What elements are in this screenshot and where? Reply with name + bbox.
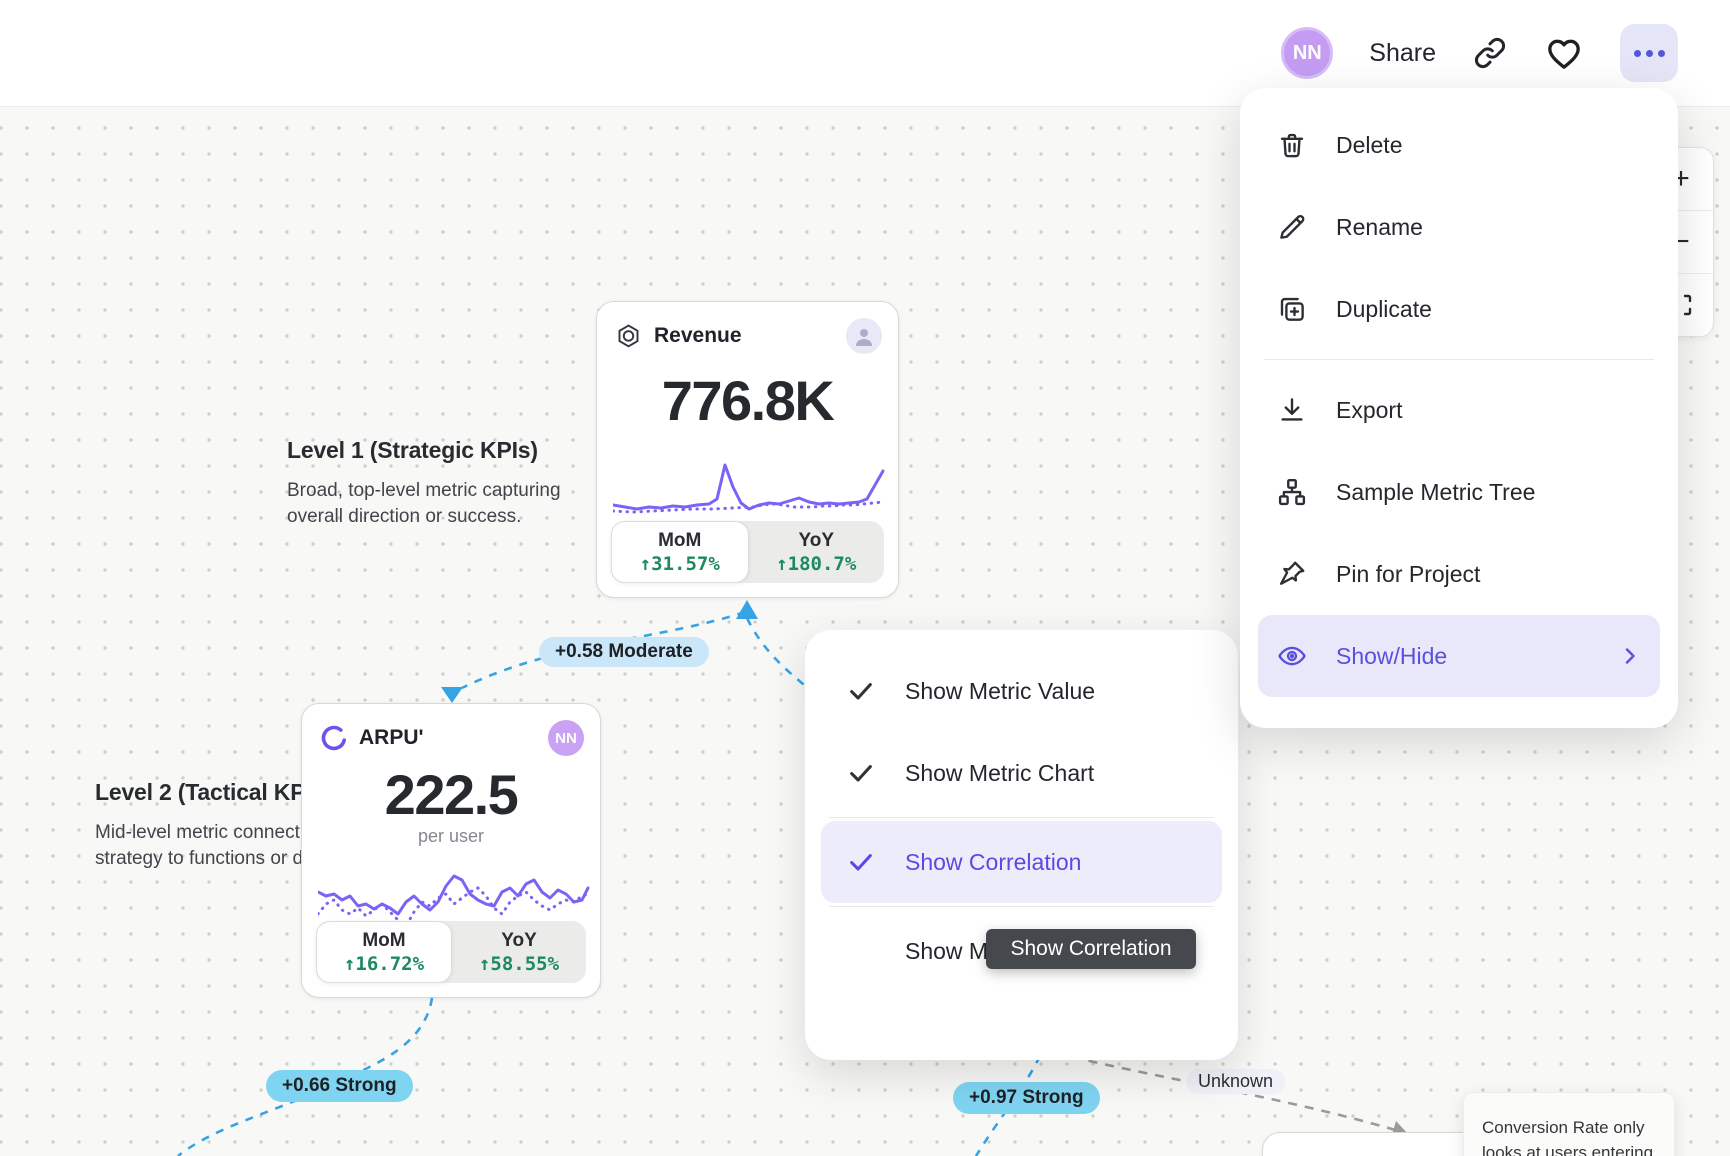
menu-item-label: Export xyxy=(1336,396,1403,423)
check-placeholder xyxy=(847,937,875,965)
level1-title: Level 1 (Strategic KPIs) xyxy=(287,437,538,463)
arpu-sparkline xyxy=(318,874,590,929)
menu-item-sample-metric-tree[interactable]: Sample Metric Tree xyxy=(1258,451,1660,533)
yoy-value: ↑180.7% xyxy=(776,552,857,575)
show-hide-submenu: Show Metric Value Show Metric Chart Show… xyxy=(805,630,1238,1060)
metric-card-arpu[interactable]: ARPU' NN 222.5 per user MoM ↑16.72% YoY … xyxy=(301,703,601,998)
check-icon xyxy=(850,854,872,871)
menu-item-export[interactable]: Export xyxy=(1258,369,1660,451)
revenue-period-toggle: MoM ↑31.57% YoY ↑180.7% xyxy=(611,521,884,583)
level2-title: Level 2 (Tactical KPIs) xyxy=(95,779,332,805)
level1-label: Level 1 (Strategic KPIs) Broad, top-leve… xyxy=(287,437,587,530)
revenue-yoy-toggle[interactable]: YoY ↑180.7% xyxy=(749,521,885,583)
arpu-card-avatar: NN xyxy=(548,720,584,756)
mom-label: MoM xyxy=(658,529,702,551)
arpu-card-title: ARPU' xyxy=(359,726,424,749)
menu-divider xyxy=(1264,359,1654,360)
menu-item-rename[interactable]: Rename xyxy=(1258,186,1660,268)
arpu-mom-toggle[interactable]: MoM ↑16.72% xyxy=(316,921,452,983)
correlation-badge-moderate: +0.58 Moderate xyxy=(539,637,709,667)
share-button[interactable]: Share xyxy=(1369,38,1436,67)
arrowhead-up-revenue xyxy=(736,600,758,619)
person-icon xyxy=(856,329,872,346)
submenu-divider xyxy=(829,817,1214,818)
submenu-item-show-metric-chart[interactable]: Show Metric Chart xyxy=(821,732,1222,814)
menu-item-pin-for-project[interactable]: Pin for Project xyxy=(1258,533,1660,615)
submenu-item-label: Show Metric Chart xyxy=(905,759,1095,786)
revenue-value: 776.8K xyxy=(661,369,835,432)
correlation-badge-strong-2: +0.97 Strong xyxy=(953,1082,1100,1114)
show-correlation-tooltip: Show Correlation xyxy=(986,929,1196,969)
yoy-value: ↑58.55% xyxy=(478,952,560,975)
submenu-item-label: Show Metric Value xyxy=(905,677,1096,704)
menu-item-label: Duplicate xyxy=(1336,295,1432,322)
mom-value: ↑16.72% xyxy=(343,952,425,975)
more-options-button[interactable] xyxy=(1620,24,1678,82)
revenue-sparkline xyxy=(613,463,885,514)
favorite-heart-icon[interactable] xyxy=(1544,33,1584,73)
submenu-item-show-metric-value[interactable]: Show Metric Value xyxy=(821,650,1222,732)
revenue-card-title: Revenue xyxy=(654,324,742,347)
menu-item-duplicate[interactable]: Duplicate xyxy=(1258,268,1660,350)
level1-description: Broad, top-level metric capturing overal… xyxy=(287,480,561,527)
mom-value: ↑31.57% xyxy=(639,552,720,575)
submenu-item-label: Show Correlation xyxy=(905,848,1082,875)
menu-item-label: Rename xyxy=(1336,213,1423,240)
submenu-item-show-correlation[interactable]: Show Correlation xyxy=(821,821,1222,903)
revenue-mom-toggle[interactable]: MoM ↑31.57% xyxy=(611,521,749,583)
pencil-icon xyxy=(1280,214,1305,239)
yoy-label: YoY xyxy=(798,529,835,551)
menu-item-label: Pin for Project xyxy=(1336,560,1481,587)
submenu-divider xyxy=(829,906,1214,907)
top-bar: NN Share xyxy=(0,0,1730,107)
eye-icon xyxy=(1278,646,1306,666)
correlation-badge-unknown: Unknown xyxy=(1186,1069,1286,1094)
copy-link-icon[interactable] xyxy=(1472,35,1508,71)
yoy-label: YoY xyxy=(501,929,537,951)
arpu-card-header: ARPU' NN xyxy=(320,720,584,756)
metric-card-revenue[interactable]: Revenue 776.8K MoM ↑31.57% YoY xyxy=(596,301,899,598)
duplicate-icon xyxy=(1280,297,1304,321)
download-icon xyxy=(1281,398,1303,421)
crescent-metric-icon xyxy=(321,725,346,750)
check-icon xyxy=(850,683,872,700)
arpu-period-toggle: MoM ↑16.72% YoY ↑58.55% xyxy=(316,921,586,983)
chevron-right-icon xyxy=(1625,648,1635,664)
trash-icon xyxy=(1280,133,1304,158)
arpu-value: 222.5 xyxy=(384,763,519,826)
mom-label: MoM xyxy=(362,929,406,951)
correlation-badge-strong-1: +0.66 Strong xyxy=(266,1070,413,1102)
user-avatar[interactable]: NN xyxy=(1281,27,1334,79)
menu-item-label: Delete xyxy=(1336,131,1403,158)
menu-item-label: Show/Hide xyxy=(1336,642,1448,669)
check-icon xyxy=(850,765,872,782)
menu-item-delete[interactable]: Delete xyxy=(1258,104,1660,186)
arpu-unit: per user xyxy=(417,826,485,846)
menu-item-label: Sample Metric Tree xyxy=(1336,478,1536,505)
revenue-card-avatar xyxy=(846,318,882,354)
canvas-note[interactable]: Conversion Rate only looks at users ente… xyxy=(1463,1092,1675,1156)
arrowhead-down-arpu xyxy=(441,687,463,703)
pin-icon xyxy=(1279,561,1305,585)
more-options-menu: Delete Rename Duplicate Export xyxy=(1240,88,1678,728)
revenue-card-header: Revenue xyxy=(615,318,882,354)
menu-item-show-hide[interactable]: Show/Hide xyxy=(1258,615,1660,697)
tree-icon xyxy=(1278,478,1306,506)
hexagon-metric-icon xyxy=(618,323,639,347)
arpu-yoy-toggle[interactable]: YoY ↑58.55% xyxy=(452,921,586,983)
